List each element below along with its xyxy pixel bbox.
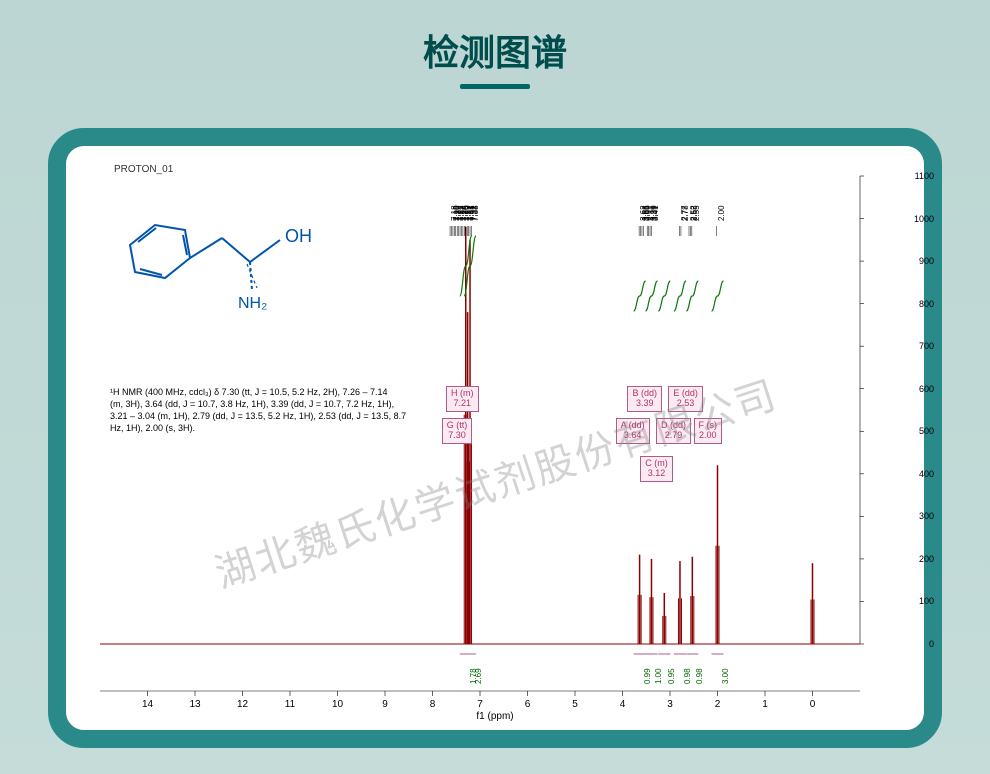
ppm-tick-label: 7.18	[450, 205, 459, 221]
peak-box: C (m) 3.12	[640, 456, 673, 482]
peak-box: F (s) 2.00	[694, 418, 723, 444]
y-tick-label: 900	[919, 256, 934, 266]
peak-box: E (dd) 2.53	[668, 386, 703, 412]
x-tick-label: 1	[762, 699, 768, 710]
page-title: 检测图谱	[0, 0, 990, 76]
integral-value: 0.99	[643, 668, 652, 684]
spectrum-svg	[90, 156, 900, 716]
x-tick-label: 10	[332, 699, 343, 710]
x-tick-label: 3	[667, 699, 673, 710]
peak-box: B (dd) 3.39	[627, 386, 662, 412]
y-tick-label: 200	[919, 554, 934, 564]
x-axis-label: f1 (ppm)	[476, 711, 513, 722]
integral-value: 2.69	[474, 668, 483, 684]
integral-value: 0.98	[683, 668, 692, 684]
x-tick-label: 14	[142, 699, 153, 710]
x-tick-label: 8	[430, 699, 436, 710]
ppm-tick-label: 2.52	[689, 205, 698, 221]
y-tick-label: 300	[919, 511, 934, 521]
x-tick-label: 5	[572, 699, 578, 710]
integral-value: 0.95	[667, 668, 676, 684]
y-tick-label: 600	[919, 384, 934, 394]
x-tick-label: 13	[189, 699, 200, 710]
y-tick-label: 0	[929, 639, 934, 649]
y-tick-label: 1000	[914, 214, 934, 224]
x-tick-label: 2	[715, 699, 721, 710]
plot-area: PROTON_01 OH NH₂ ¹H NMR (400 MHz,	[90, 156, 900, 716]
spectrum-frame: PROTON_01 OH NH₂ ¹H NMR (400 MHz,	[48, 128, 942, 748]
x-tick-label: 0	[810, 699, 816, 710]
x-tick-label: 4	[620, 699, 626, 710]
y-tick-label: 400	[919, 469, 934, 479]
integral-value: 0.98	[695, 668, 704, 684]
peak-box: H (m) 7.21	[446, 386, 479, 412]
x-tick-label: 7	[477, 699, 483, 710]
peak-box: D (dd) 2.79	[656, 418, 691, 444]
peak-box: A (dd) 3.64	[616, 418, 650, 444]
y-tick-label: 700	[919, 341, 934, 351]
y-tick-label: 1100	[915, 171, 934, 181]
x-tick-label: 9	[382, 699, 388, 710]
integral-value: 3.00	[721, 668, 730, 684]
y-tick-label: 500	[919, 426, 934, 436]
x-tick-label: 6	[525, 699, 531, 710]
y-tick-label: 800	[919, 299, 934, 309]
peak-box: G (tt) 7.30	[442, 418, 473, 444]
y-tick-label: 100	[919, 596, 934, 606]
x-tick-label: 12	[237, 699, 248, 710]
ppm-tick-label: 3.37	[647, 205, 656, 221]
ppm-tick-label: 2.00	[717, 205, 726, 221]
title-underline	[460, 84, 530, 89]
integral-value: 1.00	[654, 668, 663, 684]
x-tick-label: 11	[285, 699, 295, 710]
ppm-tick-label: 2.77	[680, 205, 689, 221]
